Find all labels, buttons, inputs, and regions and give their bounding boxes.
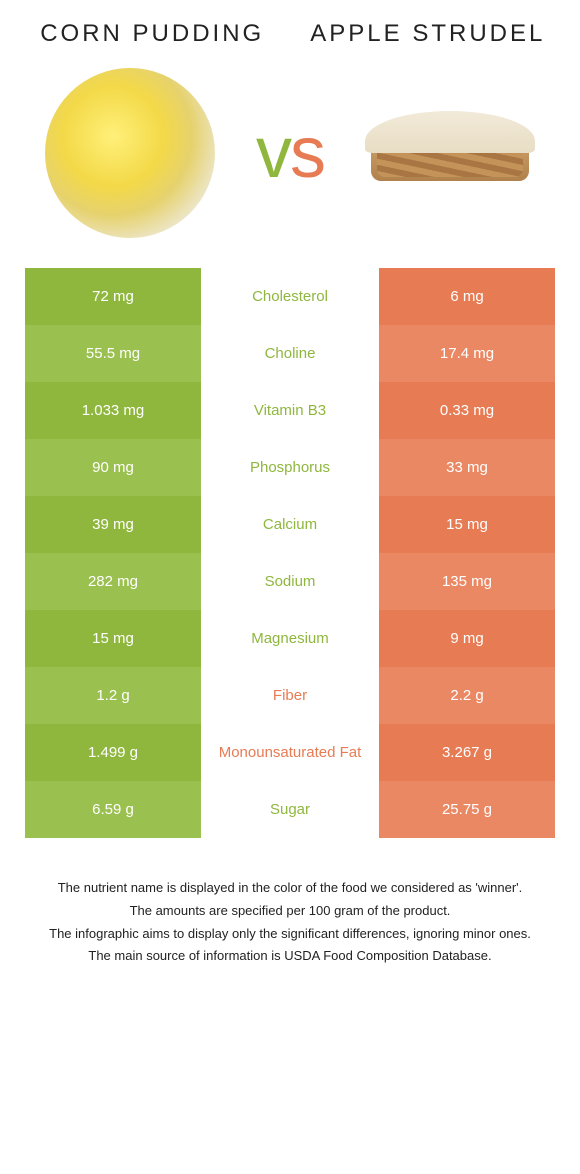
value-right: 6 mg	[379, 268, 555, 325]
value-right: 17.4 mg	[379, 325, 555, 382]
table-row: 39 mgCalcium15 mg	[25, 496, 555, 553]
value-left: 15 mg	[25, 610, 201, 667]
table-row: 1.499 gMonounsaturated Fat3.267 g	[25, 724, 555, 781]
value-left: 1.2 g	[25, 667, 201, 724]
value-left: 55.5 mg	[25, 325, 201, 382]
value-right: 135 mg	[379, 553, 555, 610]
nutrition-table: 72 mgCholesterol6 mg55.5 mgCholine17.4 m…	[25, 268, 555, 838]
value-left: 90 mg	[25, 439, 201, 496]
value-left: 1.033 mg	[25, 382, 201, 439]
table-row: 6.59 gSugar25.75 g	[25, 781, 555, 838]
nutrient-label: Choline	[201, 325, 379, 382]
title-left: Corn Pudding	[25, 20, 279, 48]
value-left: 282 mg	[25, 553, 201, 610]
nutrient-label: Fiber	[201, 667, 379, 724]
value-left: 72 mg	[25, 268, 201, 325]
value-right: 0.33 mg	[379, 382, 555, 439]
value-left: 1.499 g	[25, 724, 201, 781]
footer-line: The nutrient name is displayed in the co…	[45, 878, 535, 899]
footer-line: The amounts are specified per 100 gram o…	[45, 901, 535, 922]
value-right: 3.267 g	[379, 724, 555, 781]
value-left: 39 mg	[25, 496, 201, 553]
food-image-right	[365, 111, 535, 196]
nutrient-label: Cholesterol	[201, 268, 379, 325]
table-row: 1.033 mgVitamin B30.33 mg	[25, 382, 555, 439]
value-left: 6.59 g	[25, 781, 201, 838]
footer-line: The infographic aims to display only the…	[45, 924, 535, 945]
value-right: 33 mg	[379, 439, 555, 496]
table-row: 282 mgSodium135 mg	[25, 553, 555, 610]
vs-row: vs	[25, 68, 555, 268]
nutrient-label: Phosphorus	[201, 439, 379, 496]
value-right: 15 mg	[379, 496, 555, 553]
food-image-left	[45, 68, 215, 238]
value-right: 2.2 g	[379, 667, 555, 724]
titles-row: Corn Pudding Apple Strudel	[25, 20, 555, 48]
footer-notes: The nutrient name is displayed in the co…	[25, 878, 555, 967]
value-right: 25.75 g	[379, 781, 555, 838]
infographic-container: Corn Pudding Apple Strudel vs 72 mgChole…	[0, 0, 580, 967]
nutrient-label: Monounsaturated Fat	[201, 724, 379, 781]
nutrient-label: Sugar	[201, 781, 379, 838]
table-row: 72 mgCholesterol6 mg	[25, 268, 555, 325]
table-row: 15 mgMagnesium9 mg	[25, 610, 555, 667]
nutrient-label: Sodium	[201, 553, 379, 610]
title-right: Apple Strudel	[301, 20, 555, 48]
table-row: 90 mgPhosphorus33 mg	[25, 439, 555, 496]
table-row: 1.2 gFiber2.2 g	[25, 667, 555, 724]
vs-label: vs	[256, 112, 324, 194]
table-row: 55.5 mgCholine17.4 mg	[25, 325, 555, 382]
nutrient-label: Calcium	[201, 496, 379, 553]
nutrient-label: Vitamin B3	[201, 382, 379, 439]
footer-line: The main source of information is USDA F…	[45, 946, 535, 967]
nutrient-label: Magnesium	[201, 610, 379, 667]
value-right: 9 mg	[379, 610, 555, 667]
